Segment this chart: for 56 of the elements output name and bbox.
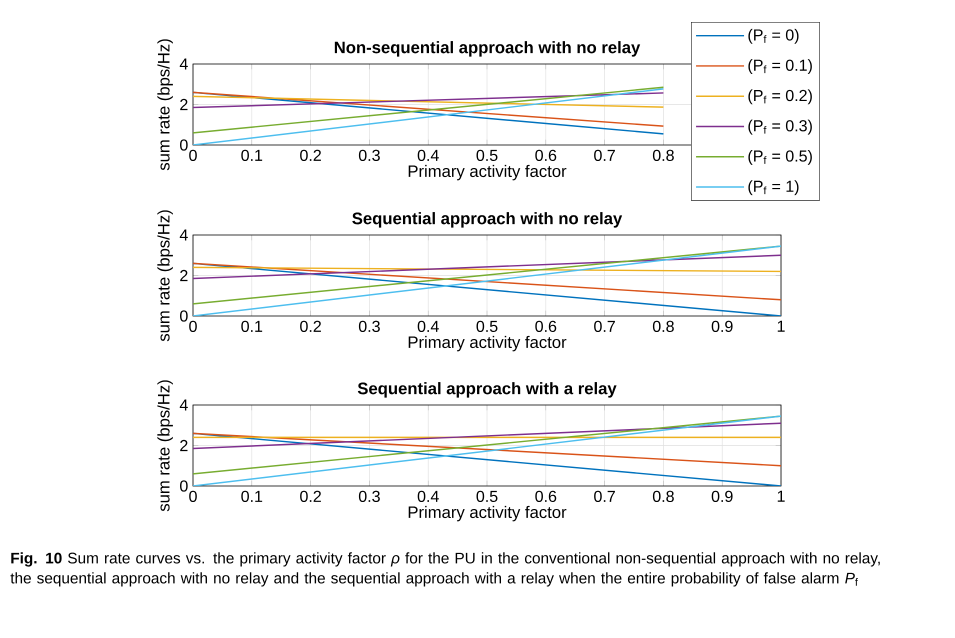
x-tick-label: 0.6 — [535, 150, 556, 162]
x-tick-label: 0.2 — [300, 490, 321, 502]
x-tick-label: 0 — [189, 320, 197, 332]
x-tick-label: 0.3 — [358, 320, 380, 332]
y-tick-label: 0 — [180, 310, 188, 322]
x-tick-label: 0.1 — [241, 150, 262, 162]
x-tick-label: 0 — [189, 490, 197, 502]
y-axis-title: sum rate (bps/Hz) — [157, 380, 173, 512]
x-tick-label: 0.4 — [418, 490, 439, 502]
x-tick-label: 0.1 — [241, 490, 262, 502]
y-tick-label: 2 — [180, 440, 188, 452]
y-axis-title: sum rate (bps/Hz) — [157, 210, 173, 342]
x-axis-title: Primary activity factor — [408, 164, 566, 180]
x-tick-label: 0.6 — [535, 490, 556, 502]
text: Fig. 10 Sum rate curves vs. the primary activity factor ρ for the PU in the conventional non-sequential approach with no relay, the sequential approach with no relay and the sequential approach with a relay when the entire probability of false alarm P$_{f}$ — [10, 552, 880, 587]
x-tick-label: 0.6 — [535, 320, 556, 332]
x-axis-title: Primary activity factor — [408, 336, 566, 352]
x-tick-label: 0 — [189, 150, 197, 162]
legend-label: (P$_{f}$ = 1) — [748, 180, 799, 196]
x-tick-label: 0.4 — [418, 150, 439, 162]
x-tick-label: 0.1 — [241, 320, 262, 332]
chart-title: Sequential approach with no relay — [352, 212, 622, 228]
x-tick-label: 0.3 — [358, 490, 380, 502]
x-tick-label: 0.7 — [594, 490, 615, 502]
x-tick-label: 0.8 — [652, 490, 674, 502]
x-axis-title: Primary activity factor — [408, 506, 566, 522]
y-tick-label: 2 — [180, 270, 188, 282]
x-tick-label: 0.2 — [300, 150, 321, 162]
y-axis-title: sum rate (bps/Hz) — [157, 39, 173, 170]
chart-title: Non-sequential approach with no relay — [334, 41, 640, 57]
x-tick-label: 1 — [778, 320, 785, 332]
y-tick-label: 4 — [180, 400, 188, 410]
x-tick-label: 0.8 — [652, 150, 674, 162]
x-tick-label: 0.5 — [476, 490, 498, 502]
x-tick-label: 0.4 — [418, 320, 439, 332]
y-tick-label: 0 — [180, 139, 188, 151]
x-tick-label: 0.2 — [300, 320, 321, 332]
x-tick-label: 0.3 — [358, 150, 380, 162]
y-tick-label: 4 — [180, 230, 188, 240]
x-tick-label: 0.5 — [476, 150, 498, 162]
x-tick-label: 0.9 — [712, 320, 733, 332]
x-tick-label: 0.5 — [476, 320, 498, 332]
x-tick-label: 0.9 — [712, 490, 733, 502]
x-tick-label: 1 — [778, 490, 785, 502]
legend-label: (P$_{f}$ = 0.1) — [748, 59, 812, 74]
y-tick-label: 0 — [180, 480, 188, 492]
y-tick-label: 4 — [180, 58, 188, 70]
y-tick-label: 2 — [180, 98, 188, 110]
legend-label: (P$_{f}$ = 0.5) — [748, 150, 812, 165]
x-tick-label: 0.7 — [594, 150, 615, 162]
legend-label: (P$_{f}$ = 0.3) — [748, 120, 812, 135]
chart-title: Sequential approach with a relay — [358, 382, 617, 398]
x-tick-label: 0.8 — [652, 320, 674, 332]
legend-label: (P$_{f}$ = 0.2) — [748, 89, 812, 104]
x-tick-label: 0.7 — [594, 320, 615, 332]
legend-label: (P$_{f}$ = 0) — [748, 28, 799, 44]
